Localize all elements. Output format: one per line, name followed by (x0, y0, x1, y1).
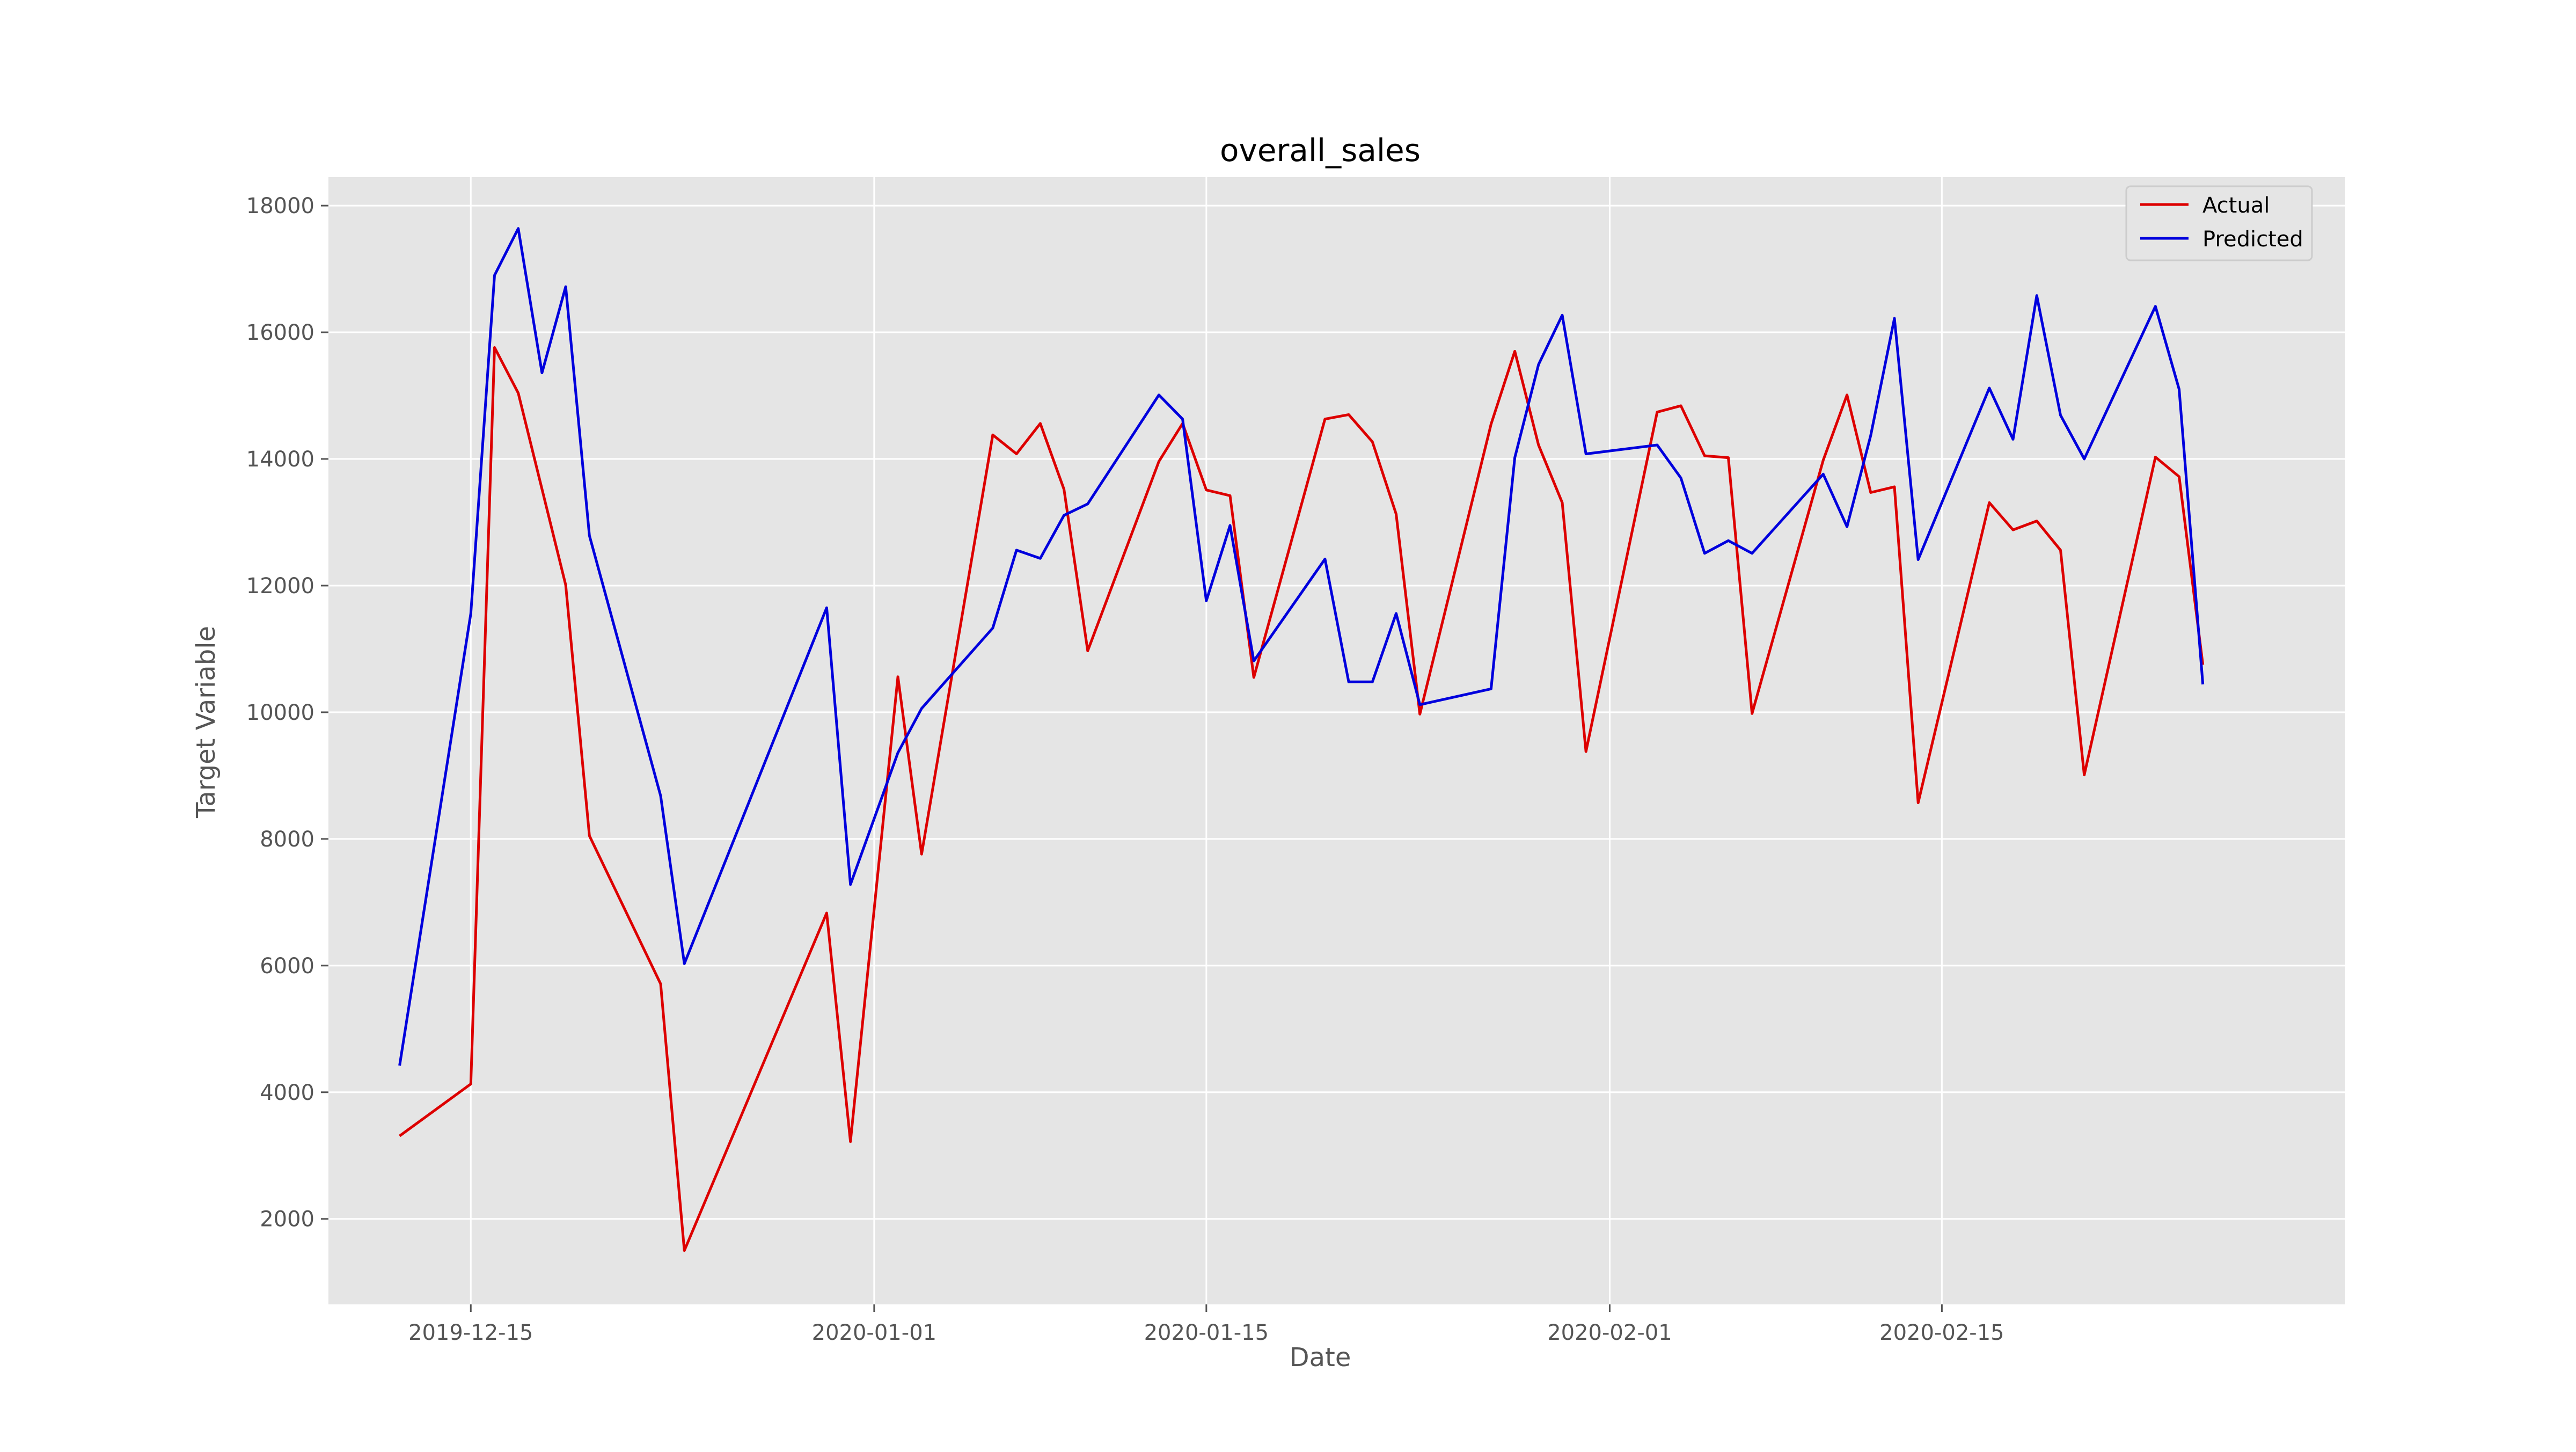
data-point-predicted (1419, 704, 1420, 705)
plot-area (328, 177, 2345, 1304)
y-tick-label: 8000 (260, 827, 314, 852)
x-tick-label: 2019-12-15 (408, 1320, 533, 1345)
data-point-actual (494, 347, 495, 348)
data-point-actual (921, 854, 922, 855)
data-point-predicted (1514, 457, 1515, 458)
data-point-actual (850, 1141, 851, 1142)
x-tick-label: 2020-02-15 (1879, 1320, 2004, 1345)
grid (328, 177, 2345, 1304)
series-line-predicted (398, 227, 2205, 1066)
data-point-actual (1728, 457, 1729, 458)
data-point-predicted (1918, 559, 1919, 560)
data-point-predicted (850, 884, 851, 885)
data-point-predicted (1040, 558, 1041, 559)
data-point-actual (684, 1250, 685, 1251)
data-point-actual (1538, 445, 1539, 446)
y-tick-label: 6000 (260, 954, 314, 979)
y-tick-label: 18000 (246, 194, 314, 218)
y-tick-label: 14000 (246, 447, 314, 472)
series-lines (398, 227, 2205, 1252)
data-point-actual (1918, 802, 1919, 803)
data-point-actual (1870, 492, 1871, 493)
y-tick-label: 2000 (260, 1207, 314, 1232)
y-tick-label: 12000 (246, 574, 314, 599)
data-point-actual (1230, 495, 1231, 496)
series-line-actual (399, 346, 2205, 1252)
data-point-predicted (2202, 684, 2203, 685)
series-actual (399, 346, 2205, 1252)
data-point-predicted (1230, 525, 1231, 526)
x-axis-label: Date (1290, 1342, 1351, 1373)
data-point-predicted (2155, 306, 2156, 307)
x-tick-label: 2020-01-15 (1144, 1320, 1269, 1345)
legend-label-predicted: Predicted (2202, 227, 2303, 252)
legend-label-actual: Actual (2202, 193, 2270, 218)
data-point-actual (1040, 423, 1041, 424)
data-point-actual (1514, 351, 1515, 352)
x-tick-label: 2020-02-01 (1547, 1320, 1672, 1345)
series-predicted (398, 227, 2205, 1066)
data-point-predicted (1823, 474, 1824, 475)
y-tick-label: 16000 (246, 320, 314, 345)
data-point-actual (1562, 502, 1563, 503)
data-point-predicted (1538, 364, 1539, 365)
x-tick-label: 2020-01-01 (812, 1320, 936, 1345)
data-point-actual (1823, 460, 1824, 461)
y-tick-label: 4000 (260, 1081, 314, 1105)
y-tick-label: 10000 (246, 701, 314, 725)
legend: Actual Predicted (2125, 185, 2313, 261)
chart-title: overall_sales (1220, 132, 1421, 169)
data-point-predicted (1870, 435, 1871, 436)
axis-ticks: 2019-12-15 2020-01-01 2020-01-15 2020-02-01… (246, 194, 2004, 1345)
data-point-predicted (589, 535, 590, 536)
data-point-predicted (992, 628, 993, 629)
data-point-actual (1894, 486, 1895, 487)
data-point-predicted (2013, 439, 2014, 440)
data-point-predicted (921, 708, 922, 709)
y-axis-label: Target Variable (191, 626, 221, 819)
data-point-predicted (1562, 315, 1563, 316)
data-point-predicted (1894, 318, 1895, 319)
